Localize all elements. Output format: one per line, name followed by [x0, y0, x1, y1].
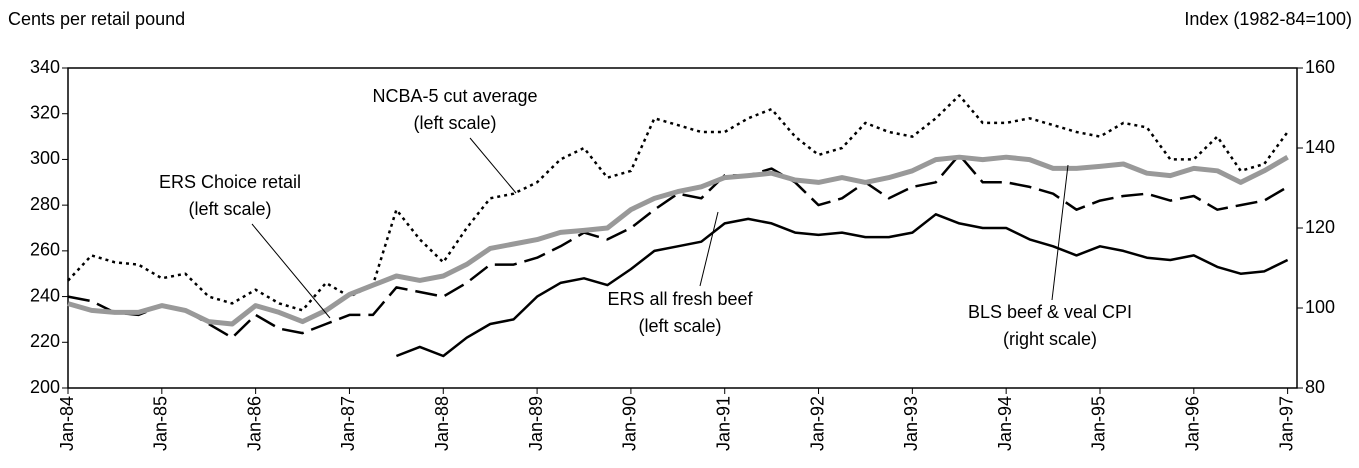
x-tick-label: Jan-97 — [1276, 396, 1296, 451]
x-tick-label: Jan-93 — [901, 396, 921, 451]
annotation-leader — [699, 211, 719, 287]
y-axis-label: Cents per retail pound — [8, 9, 185, 29]
y2-tick-label: 160 — [1305, 57, 1335, 77]
y-tick-label: 280 — [30, 194, 60, 214]
y-tick-label: 260 — [30, 240, 60, 260]
annotation-bg — [360, 84, 550, 136]
annotation-bg — [955, 300, 1145, 352]
x-tick-label: Jan-92 — [807, 396, 827, 451]
annotation-note: (left scale) — [413, 113, 496, 133]
y-tick-label: 300 — [30, 148, 60, 168]
annotation-text: NCBA-5 cut average — [372, 86, 537, 106]
annotation-leader — [469, 137, 517, 194]
series-line — [395, 213, 1289, 358]
x-tick-label: Jan-84 — [57, 396, 77, 451]
y2-tick-label: 140 — [1305, 137, 1335, 157]
annotation-note: (right scale) — [1003, 329, 1097, 349]
annotation-text: ERS Choice retail — [159, 172, 301, 192]
annotation-text: ERS all fresh beef — [607, 289, 753, 309]
annotation-leader — [251, 223, 331, 319]
annotation-note: (left scale) — [188, 199, 271, 219]
y-tick-label: 340 — [30, 57, 60, 77]
y2-tick-label: 80 — [1305, 377, 1325, 397]
x-tick-label: Jan-89 — [526, 396, 546, 451]
annotation-bg — [135, 170, 325, 222]
x-tick-label: Jan-85 — [151, 396, 171, 451]
x-tick-label: Jan-96 — [1183, 396, 1203, 451]
y-tick-label: 320 — [30, 102, 60, 122]
annotation-bg — [585, 287, 775, 339]
x-tick-label: Jan-88 — [432, 396, 452, 451]
x-tick-label: Jan-90 — [620, 396, 640, 451]
series-line — [67, 153, 1289, 339]
x-tick-label: Jan-95 — [1089, 396, 1109, 451]
x-tick-label: Jan-91 — [713, 396, 733, 451]
y2-tick-label: 100 — [1305, 297, 1335, 317]
annotation-text: BLS beef & veal CPI — [968, 302, 1132, 322]
y-tick-label: 200 — [30, 377, 60, 397]
y-tick-label: 240 — [30, 285, 60, 305]
annotation-leader — [1051, 164, 1069, 301]
series-line — [67, 154, 1289, 327]
x-tick-label: Jan-94 — [995, 396, 1015, 451]
x-tick-label: Jan-87 — [338, 396, 358, 451]
y2-tick-label: 120 — [1305, 217, 1335, 237]
y2-axis-label: Index (1982-84=100) — [1184, 9, 1352, 29]
y-tick-label: 220 — [30, 331, 60, 351]
annotation-note: (left scale) — [638, 316, 721, 336]
series-line — [67, 94, 1289, 312]
x-tick-label: Jan-86 — [244, 396, 264, 451]
